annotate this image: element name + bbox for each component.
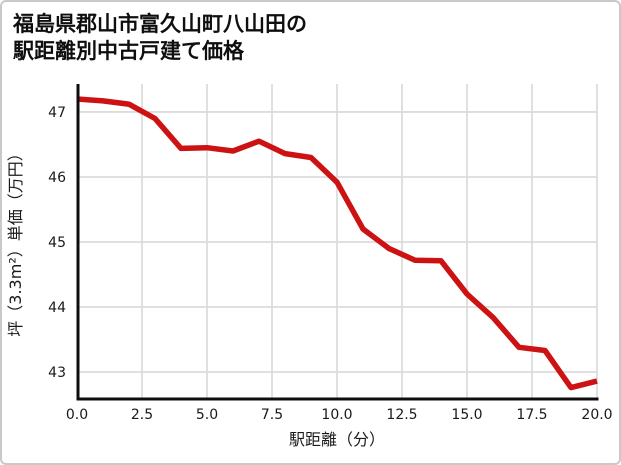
x-tick-label: 2.5 <box>131 407 153 423</box>
y-tick-label: 44 <box>48 300 66 316</box>
y-tick-label: 47 <box>48 105 66 121</box>
x-tick-label: 20.0 <box>581 407 612 423</box>
x-tick-label: 15.0 <box>451 407 482 423</box>
y-tick-label: 43 <box>48 365 66 381</box>
chart-title-line-1: 福島県郡山市富久山町八山田の <box>13 12 307 36</box>
y-tick-label: 46 <box>48 170 66 186</box>
x-axis-label: 駅距離（分） <box>289 430 385 449</box>
y-tick-label: 45 <box>48 235 66 251</box>
chart-title: 福島県郡山市富久山町八山田の 駅距離別中古戸建て価格 <box>13 11 307 65</box>
x-tick-label: 5.0 <box>196 407 218 423</box>
x-tick-label: 12.5 <box>386 407 417 423</box>
x-tick-label: 7.5 <box>261 407 283 423</box>
chart-title-line-2: 駅距離別中古戸建て価格 <box>13 39 244 63</box>
price-line <box>76 96 598 391</box>
y-axis-label: 坪（3.3m²）単価（万円） <box>6 145 25 336</box>
x-tick-label: 17.5 <box>516 407 547 423</box>
x-tick-label: 0.0 <box>66 407 88 423</box>
x-tick-label: 10.0 <box>321 407 352 423</box>
